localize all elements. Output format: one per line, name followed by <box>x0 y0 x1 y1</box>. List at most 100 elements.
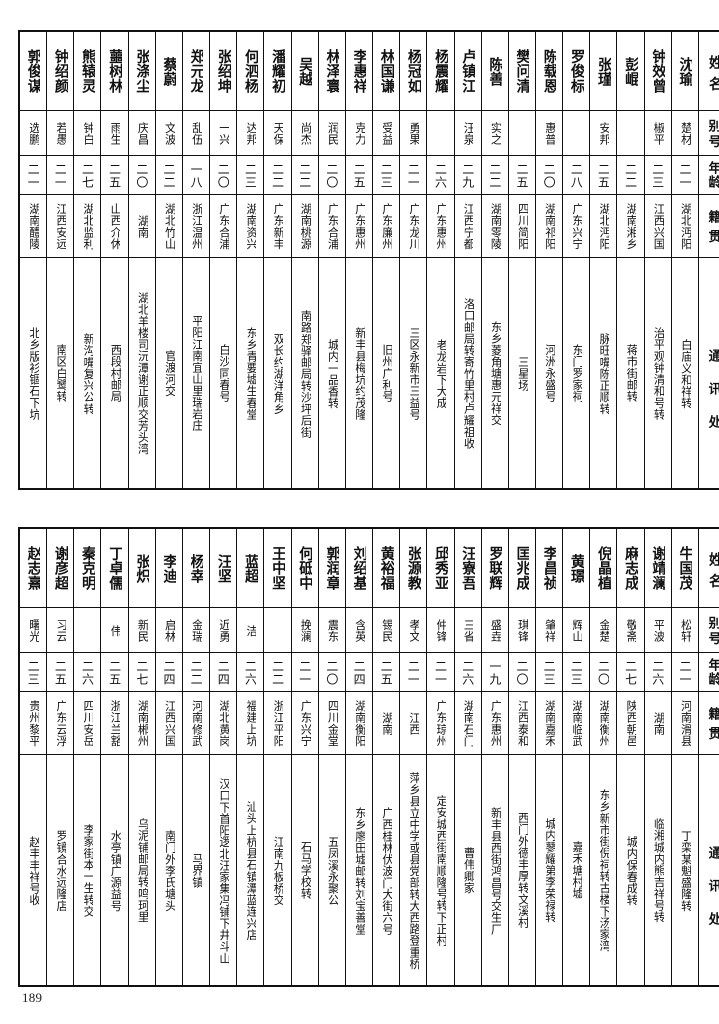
roster-cell-text: 文波 <box>163 121 175 146</box>
roster-cell-alias: 钟白 <box>73 110 102 156</box>
roster-cell-text: 匡兆成 <box>514 546 530 591</box>
roster-cell-text: 湖南石门 <box>462 700 474 747</box>
roster-cell-text: 蘁树林 <box>107 49 122 94</box>
roster-cell-age: 二一 <box>399 155 428 195</box>
roster-cell-name: 陈善 <box>480 30 509 111</box>
roster-cell-text: 双长约湖洋角乡 <box>272 332 284 415</box>
roster-cell-text: 白沙同春号 <box>218 344 230 403</box>
roster-cell-address: 三星场 <box>507 257 536 490</box>
roster-cell-text: 安邦 <box>598 121 610 146</box>
roster-cell-text: 广东惠州 <box>435 203 447 250</box>
roster-cell-text: 谢靖澜 <box>650 546 666 591</box>
roster-cell-age: 二一 <box>670 155 699 195</box>
row-header-address: 通讯处 <box>697 257 719 490</box>
roster-cell-text: 林国谦 <box>378 49 394 94</box>
roster-cell-text: 震东 <box>326 618 338 643</box>
roster-cell-age: 二六 <box>236 652 265 692</box>
roster-cell-alias: 雨生 <box>100 110 129 156</box>
roster-cell-text: 萍乡县立中学或县党部转大西路登重桥 <box>408 771 420 970</box>
roster-cell-text: 湖南 <box>652 711 664 736</box>
roster-cell-alias: 选鹏 <box>18 110 48 156</box>
roster-cell-text: 东门罗家祠 <box>571 344 583 403</box>
roster-cell-address: 南门外李氏塘头 <box>154 754 183 987</box>
roster-cell-text: 平波 <box>652 618 664 643</box>
roster-cell-text: 福建上坑 <box>245 700 257 747</box>
roster-cell-address: 西段村邮局 <box>100 257 129 490</box>
roster-cell-origin: 浙江兰豁 <box>100 691 129 755</box>
roster-cell-origin: 湖南醴陵 <box>18 194 48 258</box>
roster-cell-text: 倪晶植 <box>595 546 611 591</box>
roster-cell-address: 江南九板桥交 <box>263 754 292 987</box>
roster-cell-origin: 湖南衡州 <box>589 691 618 755</box>
roster-cell-text: 脉旺嘴陈正顺转 <box>598 332 610 415</box>
roster-cell-age: 二五 <box>507 155 536 195</box>
roster-cell-alias: 安邦 <box>589 110 618 156</box>
roster-cell-text: 治平观钟清和号转 <box>652 327 664 420</box>
roster-cell-text: 潘耀初 <box>270 49 285 94</box>
row-header-label: 姓名 <box>707 54 719 99</box>
roster-cell-text: 湖北监利 <box>82 203 94 250</box>
roster-cell-age: 二五 <box>100 652 129 692</box>
row-header-label: 年龄 <box>707 657 719 687</box>
roster-cell-text: 湖北沔阳 <box>679 203 691 250</box>
roster-cell-age: 二二 <box>290 155 319 195</box>
roster-cell-age: 二七 <box>616 652 645 692</box>
roster-cell-alias: 松轩 <box>670 607 699 653</box>
roster-cell-text: 老龙岩下大成 <box>435 338 447 409</box>
roster-cell-age: 二〇 <box>507 652 536 692</box>
roster-cell-name: 樊问清 <box>507 30 536 111</box>
roster-cell-alias: 仲锋 <box>426 607 455 653</box>
roster-cell-text: 蒋市街邮转 <box>625 344 637 403</box>
roster-cell-text: 二七 <box>135 659 148 686</box>
roster-cell-text: 石马学校转 <box>299 841 311 900</box>
roster-cell-text: 湖南湘乡 <box>625 203 637 250</box>
roster-cell-name: 黄裕福 <box>372 527 401 608</box>
roster-cell-text: 浙江温州 <box>190 203 202 250</box>
roster-cell-address: 城内蓼耀第李荣禄转 <box>534 754 564 987</box>
roster-cell-name: 何泗杨 <box>236 30 265 111</box>
roster-cell-text: 湖南临武 <box>571 700 583 747</box>
roster-cell-alias: 伟 <box>100 607 129 653</box>
roster-cell-address: 湖北羊楼司沅潭谢正顺交芳头湾 <box>127 257 156 490</box>
roster-cell-text: 一八 <box>189 162 203 189</box>
roster-cell-alias: 近勇 <box>209 607 238 653</box>
roster-cell-text: 四川安岳 <box>82 700 94 747</box>
roster-cell-address: 李家街本一生转交 <box>73 754 102 987</box>
roster-cell-text: 二四 <box>352 659 366 686</box>
roster-cell-name: 赵志熹 <box>18 527 48 608</box>
roster-cell-text: 郭俊谋 <box>25 49 41 94</box>
roster-cell-origin: 广东龙川 <box>399 194 428 258</box>
roster-row-alias: 别号 楚材 椒平 安邦 惠普 实之 汪泉 勇果 受益 克力 润民 尚杰 天保 达邦 一兴 乱伍 文波 庆昌 雨生 钟白… <box>18 110 719 156</box>
roster-cell-text: 湖南资兴 <box>245 203 257 250</box>
roster-cell-text: 李惠祥 <box>351 49 367 94</box>
roster-cell-age: 二〇 <box>209 155 238 195</box>
roster-cell-text: 广东惠州 <box>489 700 501 747</box>
roster-row-address: 通讯处 白庙义和祥转 治平观钟清和号转 蒋市街邮转 脉旺嘴陈正顺转 东门罗家祠 河洲永盛号 三… <box>18 257 719 490</box>
roster-cell-origin: 湖南 <box>643 691 672 755</box>
roster-cell-text: 湖南桃源 <box>299 203 311 250</box>
roster-cell-origin: 湖北黄岗 <box>209 691 238 755</box>
roster-cell-text: 杨幸 <box>188 553 204 584</box>
roster-cell-text: 克力 <box>353 121 365 146</box>
roster-cell-address: 西门外德丰厚转文溪村 <box>507 754 536 987</box>
roster-cell-text: 汉口下首阳逻北汪家集冯铺下井斗山 <box>218 777 230 964</box>
roster-cell-name: 王中坚 <box>263 527 292 608</box>
roster-cell-text: 新民 <box>136 618 148 643</box>
roster-cell-age: 二二 <box>181 652 211 692</box>
roster-cell-alias: 若愚 <box>46 110 75 156</box>
roster-cell-name: 郑元龙 <box>181 30 211 111</box>
roster-cell-text: 受益 <box>380 121 392 146</box>
roster-cell-alias: 椒平 <box>643 110 672 156</box>
roster-cell-text: 钟白 <box>82 121 94 146</box>
roster-cell-age: 二四 <box>209 652 238 692</box>
roster-cell-text: 郭润章 <box>324 546 340 591</box>
roster-cell-text: 二一 <box>407 659 420 686</box>
roster-row-name: 姓名 沈瑜 钟效曾 彭崐 张瑾 罗俊标 陈载恩 樊问清 陈善 卢镇江 杨震耀 杨冠如 林国谦 李惠祥 林泽寰… <box>18 30 719 111</box>
roster-cell-text: 熊辕灵 <box>80 49 95 94</box>
roster-cell-text: 罗联辉 <box>487 546 503 591</box>
roster-cell-text: 黄裕福 <box>378 546 394 591</box>
roster-cell-address: 城内保春成转 <box>616 754 645 987</box>
roster-cell-name: 吴越 <box>290 30 319 111</box>
roster-cell-text: 广东新丰 <box>272 203 284 250</box>
roster-cell-address: 新丰县梅坑约茂隆 <box>344 257 374 490</box>
